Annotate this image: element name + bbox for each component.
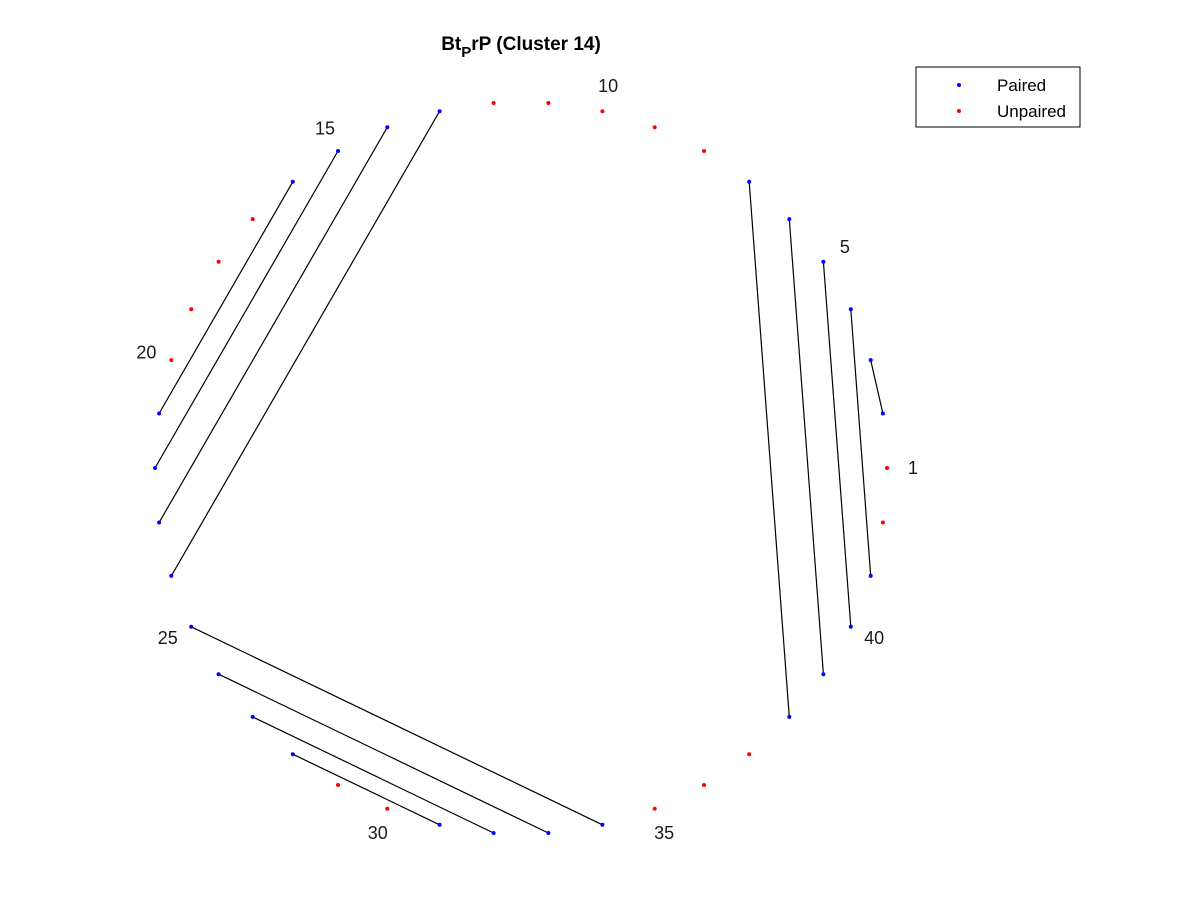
unpaired-nucleotide-37 [747, 752, 752, 757]
unpaired-nucleotide-36 [702, 783, 706, 787]
paired-nucleotide-21 [157, 411, 162, 416]
paired-nucleotide-26 [216, 672, 221, 677]
paired-nucleotide-6 [787, 217, 792, 222]
paired-nucleotide-40 [848, 624, 853, 629]
paired-nucleotide-23 [157, 520, 162, 525]
paired-nucleotide-39 [821, 672, 826, 677]
paired-nucleotide-28 [290, 752, 295, 757]
unpaired-nucleotide-10 [600, 109, 605, 114]
paired-nucleotide-2 [880, 411, 885, 416]
pair-line-6-39 [788, 219, 824, 675]
position-label-20: 20 [136, 343, 156, 363]
position-label-5: 5 [840, 237, 850, 257]
pair-line-27-32 [252, 716, 494, 834]
unpaired-nucleotide-19 [189, 307, 194, 312]
paired-nucleotide-13 [437, 109, 442, 114]
position-label-15: 15 [315, 119, 335, 139]
pair-line-15-22 [154, 150, 339, 469]
unpaired-nucleotide-42 [880, 520, 885, 525]
pair-line-7-38 [748, 181, 790, 717]
pair-line-28-31 [292, 753, 440, 826]
unpaired-nucleotide-18 [216, 259, 221, 264]
paired-nucleotide-15 [336, 149, 340, 153]
unpaired-nucleotide-20 [169, 358, 174, 363]
pair-line-26-33 [218, 673, 549, 834]
chart-title: BtPrP (Cluster 14) [441, 34, 601, 61]
legend: Paired Unpaired [915, 66, 1081, 128]
paired-nucleotide-38 [787, 714, 792, 719]
unpaired-nucleotide-1 [885, 466, 889, 470]
paired-nucleotide-33 [546, 831, 551, 835]
position-label-40: 40 [864, 628, 884, 648]
unpaired-nucleotide-11 [546, 101, 551, 105]
paired-nucleotide-24 [169, 573, 174, 578]
paired-nucleotide-3 [868, 358, 873, 363]
unpaired-nucleotide-29 [336, 783, 340, 787]
unpaired-nucleotide-17 [250, 217, 255, 222]
position-label-10: 10 [598, 76, 618, 96]
pair-lines [154, 110, 884, 834]
pair-line-4-41 [850, 309, 872, 576]
unpaired-nucleotide-12 [491, 101, 496, 105]
legend-marker-paired [957, 83, 961, 87]
unpaired-nucleotide-8 [702, 149, 706, 153]
title-suffix: rP (Cluster 14) [471, 34, 601, 55]
paired-nucleotide-22 [153, 466, 157, 470]
paired-nucleotide-25 [189, 624, 194, 629]
legend-label-paired: Paired [997, 76, 1046, 95]
position-label-1: 1 [908, 458, 918, 478]
legend-label-unpaired: Unpaired [997, 102, 1066, 121]
pair-line-16-21 [158, 181, 294, 414]
nucleotide-dots [153, 101, 889, 835]
paired-nucleotide-32 [491, 831, 496, 835]
paired-nucleotide-4 [848, 307, 853, 312]
legend-marker-unpaired [957, 109, 961, 113]
pair-line-2-3 [870, 359, 884, 414]
paired-nucleotide-16 [290, 179, 295, 184]
title-subscript: P [461, 44, 471, 61]
paired-nucleotide-31 [437, 822, 442, 827]
unpaired-nucleotide-9 [652, 125, 657, 130]
title-prefix: Bt [441, 34, 462, 55]
position-label-25: 25 [158, 628, 178, 648]
paired-nucleotide-7 [747, 179, 752, 184]
pair-line-14-23 [158, 126, 388, 523]
paired-nucleotide-34 [600, 822, 605, 827]
pair-line-25-34 [190, 626, 603, 826]
pair-line-5-40 [822, 261, 852, 627]
paired-nucleotide-41 [868, 573, 873, 578]
position-label-30: 30 [368, 823, 388, 843]
paired-nucleotide-14 [385, 125, 390, 130]
unpaired-nucleotide-35 [652, 806, 657, 811]
paired-nucleotide-27 [250, 714, 255, 719]
paired-nucleotide-5 [821, 259, 826, 264]
pair-line-13-24 [170, 110, 441, 577]
position-label-35: 35 [654, 823, 674, 843]
legend-box [915, 66, 1081, 128]
unpaired-nucleotide-30 [385, 806, 390, 811]
